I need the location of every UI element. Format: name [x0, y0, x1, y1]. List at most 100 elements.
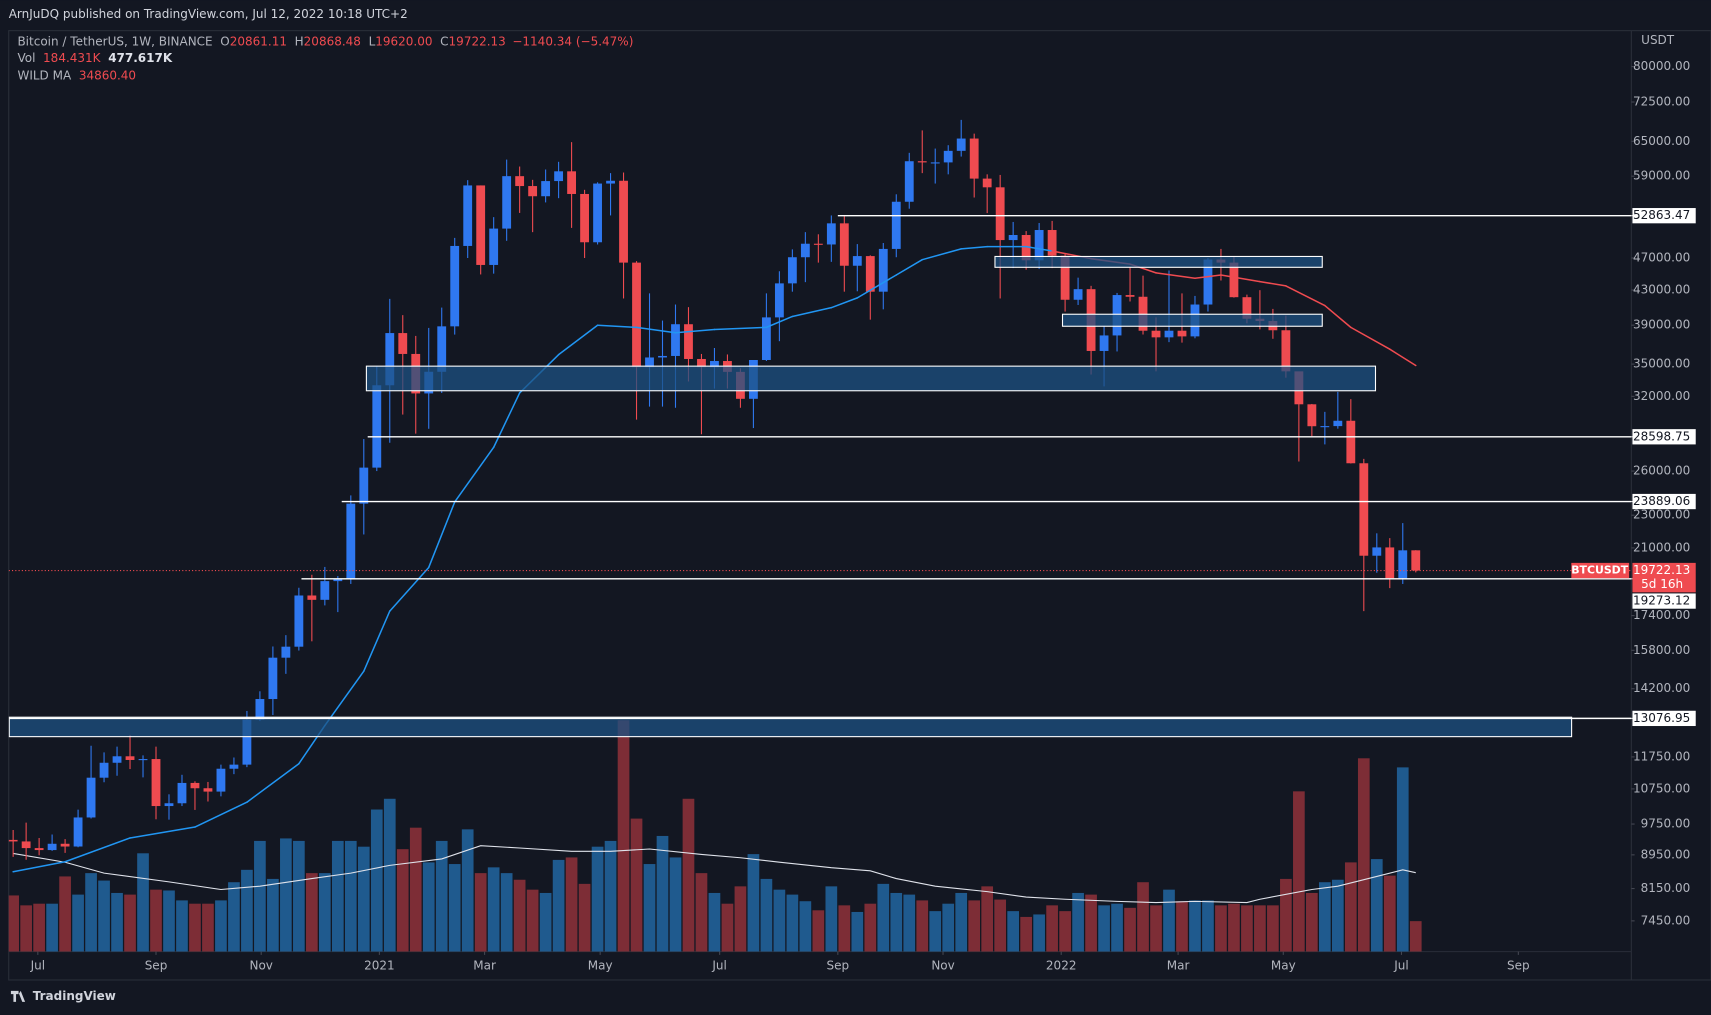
volume-bar — [344, 840, 357, 952]
candle-body — [632, 262, 641, 368]
candle-body — [839, 223, 849, 266]
volume-bar — [734, 886, 747, 952]
wild-ma-segment — [1220, 274, 1261, 283]
candle-body — [567, 171, 577, 194]
volume-bar — [890, 892, 903, 952]
volume-bar — [1319, 882, 1331, 952]
wild-ma-segment — [492, 392, 521, 449]
x-tick-label: Mar — [473, 958, 496, 972]
zone — [8, 716, 1573, 738]
candle-body — [21, 841, 31, 849]
volume-bar — [241, 869, 253, 952]
volume-bar — [1189, 900, 1201, 952]
y-tick-label: 26000.00 — [1633, 464, 1690, 478]
volume-bar — [150, 889, 162, 952]
volume-bar — [591, 846, 604, 952]
level-label: 52863.47 — [1633, 208, 1690, 222]
volume-bar — [1215, 905, 1227, 952]
volume-bar — [994, 899, 1007, 952]
volume-bar — [825, 886, 838, 952]
candle-body — [1060, 255, 1070, 300]
candle-body — [878, 248, 888, 292]
legend-text: O — [220, 34, 229, 48]
candle-body — [697, 358, 706, 368]
wild-ma-segment — [1259, 280, 1287, 287]
volume-bar — [1409, 921, 1422, 952]
volume-bar — [1085, 894, 1097, 952]
last-price-box — [1632, 562, 1696, 593]
wild-ma-segment — [12, 860, 66, 873]
volume-bar — [487, 867, 500, 952]
candle-body — [930, 162, 940, 164]
volume-bar — [163, 890, 175, 952]
candle-body — [1398, 550, 1408, 579]
x-tick-label: May — [588, 958, 613, 972]
candle-body — [995, 187, 1005, 241]
x-tick-label: Mar — [1167, 958, 1190, 972]
y-tick-label: 8950.00 — [1641, 847, 1691, 861]
header: ArnJuDQ published on TradingView.com, Ju… — [9, 7, 408, 21]
volume-bar — [721, 903, 734, 952]
wild-ma-segment — [363, 610, 391, 672]
candle-body — [268, 657, 278, 700]
volume-bar — [1163, 889, 1175, 952]
legend: Bitcoin / TetherUS, 1W, BINANCE O20861.11… — [17, 34, 633, 82]
legend-text: 19722.13 — [449, 34, 506, 48]
candle-body — [826, 223, 836, 245]
footer: TradingView — [33, 989, 116, 1003]
wild-ma-segment — [1194, 274, 1222, 279]
wild-ma-segment — [856, 274, 898, 299]
volume-bar — [1331, 879, 1344, 952]
candle-body — [307, 595, 317, 600]
candle-body — [917, 161, 927, 163]
y-tick-label: 80000.00 — [1633, 59, 1690, 73]
candle-body — [1203, 259, 1213, 305]
wild-ma-segment — [324, 670, 365, 727]
candle-body — [1307, 404, 1317, 427]
candle-body — [138, 759, 148, 761]
x-tick-label: Nov — [249, 958, 272, 972]
candle-body — [229, 764, 239, 769]
symbol-label: BTCUSDT — [1571, 564, 1629, 577]
level-label-box — [1632, 710, 1696, 727]
candle-body — [943, 150, 953, 163]
candle-body — [671, 324, 680, 356]
wild-ma-segment — [1285, 285, 1326, 307]
volume-bar — [254, 840, 266, 952]
volume-bar — [539, 892, 552, 952]
legend-text: 20861.11 — [230, 34, 287, 48]
volume-ma-line — [13, 845, 1416, 904]
x-tick-label: Jul — [30, 958, 45, 972]
candle-body — [86, 777, 96, 818]
wild-ma-segment — [895, 258, 924, 276]
candle-body — [216, 768, 226, 792]
candle-body — [1034, 230, 1044, 261]
x-tick-label: May — [1271, 958, 1296, 972]
zone — [365, 365, 1377, 392]
candle-body — [528, 186, 538, 197]
axis-title: USDT — [1641, 33, 1675, 47]
wild-ma-segment — [64, 837, 131, 863]
volume-bar — [318, 873, 331, 952]
wild-ma-segment — [713, 326, 768, 331]
candle-body — [242, 719, 252, 765]
candle-body — [1333, 420, 1343, 427]
candle-body — [1099, 335, 1109, 351]
volume-bar — [656, 835, 669, 952]
candle-body — [710, 361, 719, 368]
candle-body — [294, 595, 304, 647]
candle-body — [112, 756, 122, 763]
candle-body — [398, 333, 408, 354]
volume-bar — [1124, 907, 1136, 952]
volume-bar — [383, 798, 396, 952]
y-tick-label: 43000.00 — [1633, 283, 1690, 297]
candle-body — [372, 385, 382, 468]
candle-body — [99, 762, 109, 778]
volume-bar — [1176, 901, 1188, 952]
candle-body — [346, 503, 356, 579]
candle-body — [164, 803, 174, 807]
x-tick-label: Sep — [145, 958, 168, 972]
volume-bar — [1137, 882, 1149, 952]
volume-bar — [838, 905, 851, 952]
candle-body — [1359, 463, 1369, 556]
